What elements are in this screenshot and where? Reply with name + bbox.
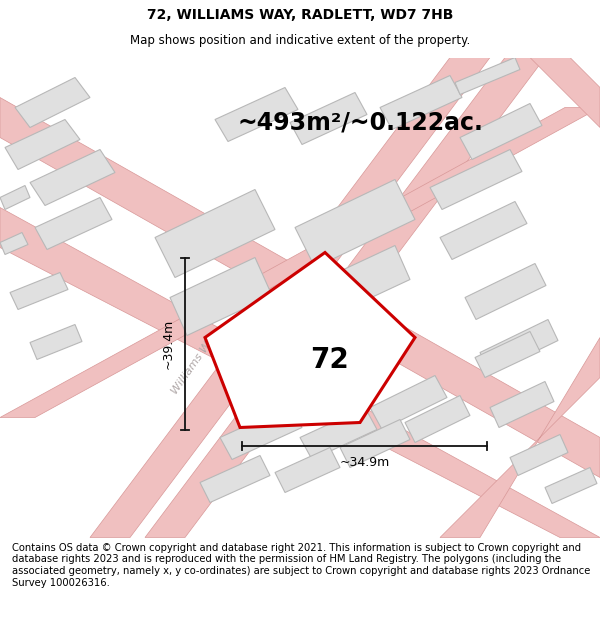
Polygon shape [170,258,272,336]
Text: ~39.4m: ~39.4m [162,318,175,369]
Polygon shape [465,264,546,319]
Polygon shape [0,107,600,418]
Text: ~493m²/~0.122ac.: ~493m²/~0.122ac. [237,111,483,134]
Polygon shape [0,208,600,538]
Polygon shape [15,78,90,128]
Polygon shape [490,381,554,428]
Polygon shape [305,246,410,321]
Polygon shape [220,406,302,459]
Polygon shape [30,324,82,359]
Polygon shape [290,92,367,144]
Text: Williams Way: Williams Way [170,329,220,396]
Text: Map shows position and indicative extent of the property.: Map shows position and indicative extent… [130,34,470,47]
Polygon shape [430,149,522,209]
Polygon shape [530,58,600,127]
Polygon shape [205,253,415,428]
Polygon shape [340,419,410,468]
Text: ~34.9m: ~34.9m [340,456,389,469]
Polygon shape [545,468,597,504]
Polygon shape [380,76,462,129]
Polygon shape [145,58,545,538]
Polygon shape [295,179,415,268]
Polygon shape [460,104,542,159]
Polygon shape [440,338,600,538]
Polygon shape [455,58,520,94]
Polygon shape [510,434,568,476]
Polygon shape [480,319,558,374]
Polygon shape [0,232,28,254]
Polygon shape [90,58,490,538]
Text: 72, WILLIAMS WAY, RADLETT, WD7 7HB: 72, WILLIAMS WAY, RADLETT, WD7 7HB [147,8,453,22]
Polygon shape [0,186,30,209]
Text: Contains OS data © Crown copyright and database right 2021. This information is : Contains OS data © Crown copyright and d… [12,543,590,588]
Polygon shape [155,189,275,278]
Polygon shape [0,98,600,478]
Polygon shape [370,376,447,429]
Polygon shape [5,119,80,169]
Polygon shape [200,456,270,503]
Polygon shape [405,396,470,442]
Polygon shape [275,448,340,493]
Polygon shape [10,272,68,309]
Polygon shape [475,331,540,378]
Polygon shape [300,408,377,459]
Text: 72: 72 [310,346,349,374]
Polygon shape [30,149,115,206]
Polygon shape [35,198,112,249]
Polygon shape [440,201,527,259]
Polygon shape [215,88,298,141]
